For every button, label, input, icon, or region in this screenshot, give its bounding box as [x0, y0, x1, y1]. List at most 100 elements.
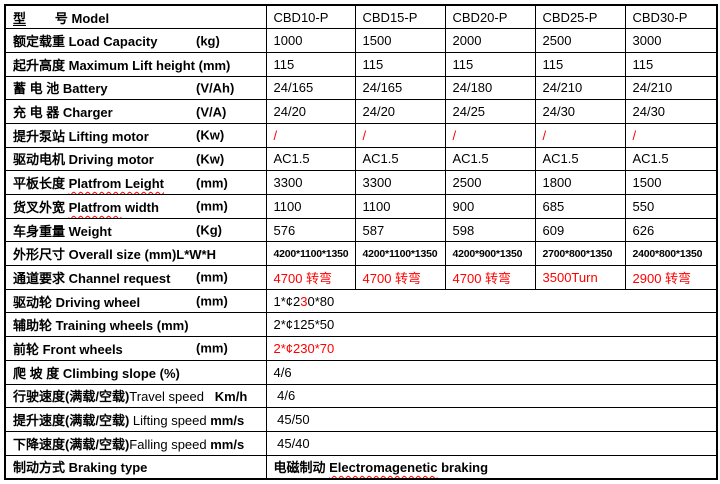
value-cell: / — [534, 122, 626, 148]
text-part: braking — [437, 460, 489, 476]
text-part: 下降速度(满载/空载) — [13, 436, 130, 452]
text-part: width — [121, 199, 159, 215]
text-part: Braking type — [68, 460, 148, 476]
value-cell: 2700*800*1350 — [534, 241, 626, 267]
text-part: 蓄 电 池 Battery — [13, 81, 108, 97]
text-part: / — [273, 127, 278, 143]
value-cell: 24/25 — [444, 99, 536, 124]
text-part: Model — [71, 10, 110, 26]
row-label-falling-speed: 下降速度(满载/空载)Falling speed mm/s — [4, 430, 267, 456]
table-row-battery: 蓄 电 池 Battery (V/Ah) 24/165 24/165 24/180 24/… — [4, 75, 718, 101]
text-part: Lifting speed — [132, 413, 211, 429]
text-part: 制动方式 — [13, 460, 69, 476]
value-cell-span: 电磁制动 Electromagenetic braking — [265, 454, 718, 480]
value-cell: 2400*800*1350 — [624, 241, 718, 267]
value-cell: 4200*900*1350 — [444, 241, 536, 267]
text-part: 45/40 — [273, 435, 310, 451]
text-part: Km/h — [203, 389, 248, 405]
value-cell-span: 45/40 — [265, 430, 718, 456]
model-header-cell: CBD10-P — [265, 4, 356, 30]
text-part: CBD10-P — [273, 9, 329, 25]
text-part: 24/30 — [542, 104, 576, 120]
value-cell-span: 4/6 — [265, 383, 718, 409]
row-label-front-wheels: 前轮 Front wheels (mm) — [4, 336, 267, 361]
table-row-max-lift-height: 起升高度 Maximum Lift height (mm) 115 115 115 11… — [4, 51, 718, 77]
table-row-overall-size: 外形尺寸 Overall size (mm)L*W*H 4200*1100*135… — [4, 241, 718, 267]
text-part: 2900 转弯 — [632, 270, 692, 286]
text-part: 驱动电机 Driving motor — [13, 152, 154, 168]
text-part: 24/25 — [452, 104, 486, 120]
value-cell: 598 — [444, 217, 536, 243]
value-cell-span: 2*¢125*50 — [265, 312, 718, 338]
text-part: 2700*800*1350 — [542, 247, 613, 260]
text-part: 3300 — [273, 175, 303, 191]
text-part: CBD20-P — [452, 9, 508, 25]
value-cell: 115 — [534, 51, 626, 77]
text-part: AC1.5 — [632, 151, 669, 167]
value-cell: 576 — [265, 217, 356, 243]
table-row-travel-speed: 行驶速度(满载/空载)Travel speed Km/h 4/6 — [4, 383, 718, 409]
text-part: 1800 — [542, 175, 572, 191]
text-part: 4/6 — [273, 388, 296, 404]
text-part: 550 — [632, 198, 655, 214]
row-label-platform-width: 货叉外宽 Platfrom width (mm) — [4, 194, 267, 219]
text-part: 2400*800*1350 — [632, 247, 703, 260]
value-cell-span: 1*¢230*80 — [265, 288, 718, 314]
text-part: 609 — [542, 222, 565, 238]
text-part: 24/210 — [542, 80, 583, 96]
model-header-cell: CBD25-P — [534, 4, 626, 30]
table-row-lifting-motor: 提升泵站 Lifting motor (Kw) / / / / / — [4, 122, 718, 148]
value-cell: 24/180 — [444, 75, 536, 101]
value-cell: 1100 — [354, 194, 446, 219]
value-cell: 3000 — [624, 28, 718, 53]
value-cell: AC1.5 — [265, 146, 356, 172]
text-part: 0*80 — [307, 293, 335, 309]
table-row-climbing-slope: 爬 坡 度 Climbing slope (%) 4/6 — [4, 359, 718, 385]
value-cell: 115 — [265, 51, 356, 77]
table-row-training-wheels: 辅助轮 Training wheels (mm) 2*¢125*50 — [4, 312, 718, 338]
value-cell: 24/165 — [354, 75, 446, 101]
model-header-cell: CBD20-P — [444, 4, 536, 30]
value-cell: 24/30 — [624, 99, 718, 124]
text-part: 4200*1100*1350 — [362, 247, 438, 260]
text-part: 号 — [26, 10, 72, 26]
text-part: 3 — [300, 293, 308, 309]
text-part: 前轮 Front wheels — [13, 341, 123, 357]
text-part: 115 — [362, 56, 384, 72]
text-part: 4200*900*1350 — [452, 247, 523, 260]
text-part: 626 — [632, 222, 655, 238]
text-part: 1*¢2 — [273, 293, 301, 309]
text-part: 900 — [452, 198, 475, 214]
value-cell: 1800 — [534, 170, 626, 195]
value-cell: 609 — [534, 217, 626, 243]
spec-table-body: 型 号 Model CBD10-P CBD15-P CBD20-P CBD25-P CBD… — [4, 4, 718, 480]
value-cell: 1500 — [354, 28, 446, 53]
text-part: CBD15-P — [362, 9, 418, 25]
table-row-platform-width: 货叉外宽 Platfrom width (mm) 1100 1100 900 685 550 — [4, 194, 718, 219]
row-label-charger: 充 电 器 Charger (V/A) — [4, 99, 267, 124]
text-part: 685 — [542, 198, 565, 214]
text-part: (Kw) — [196, 151, 225, 167]
text-part: 充 电 器 Charger — [13, 105, 113, 121]
value-cell: / — [624, 122, 718, 148]
row-label-channel-request: 通道要求 Channel request (mm) — [4, 265, 267, 290]
text-part: mm/s — [210, 436, 245, 452]
value-cell: / — [265, 122, 356, 148]
text-part: 24/20 — [362, 104, 396, 120]
text-part: 1500 — [632, 175, 662, 191]
text-part: Falling speed — [129, 436, 211, 452]
row-label-driving-motor: 驱动电机 Driving motor (Kw) — [4, 146, 267, 172]
text-part: 2000 — [452, 33, 482, 49]
row-label-travel-speed: 行驶速度(满载/空载)Travel speed Km/h — [4, 383, 267, 409]
value-cell: 4700 转弯 — [354, 265, 446, 290]
text-part: 4700 转弯 — [362, 270, 422, 286]
value-cell-span: 2*¢230*70 — [265, 336, 718, 361]
table-row-model: 型 号 Model CBD10-P CBD15-P CBD20-P CBD25-P CBD… — [4, 4, 718, 30]
text-part: AC1.5 — [542, 151, 579, 167]
value-cell: 2000 — [444, 28, 536, 53]
row-label-climbing-slope: 爬 坡 度 Climbing slope (%) — [4, 359, 267, 385]
text-part: AC1.5 — [273, 151, 310, 167]
text-part: 115 — [273, 56, 295, 72]
text-part: 起升高度 Maximum Lift height (mm) — [13, 57, 231, 73]
